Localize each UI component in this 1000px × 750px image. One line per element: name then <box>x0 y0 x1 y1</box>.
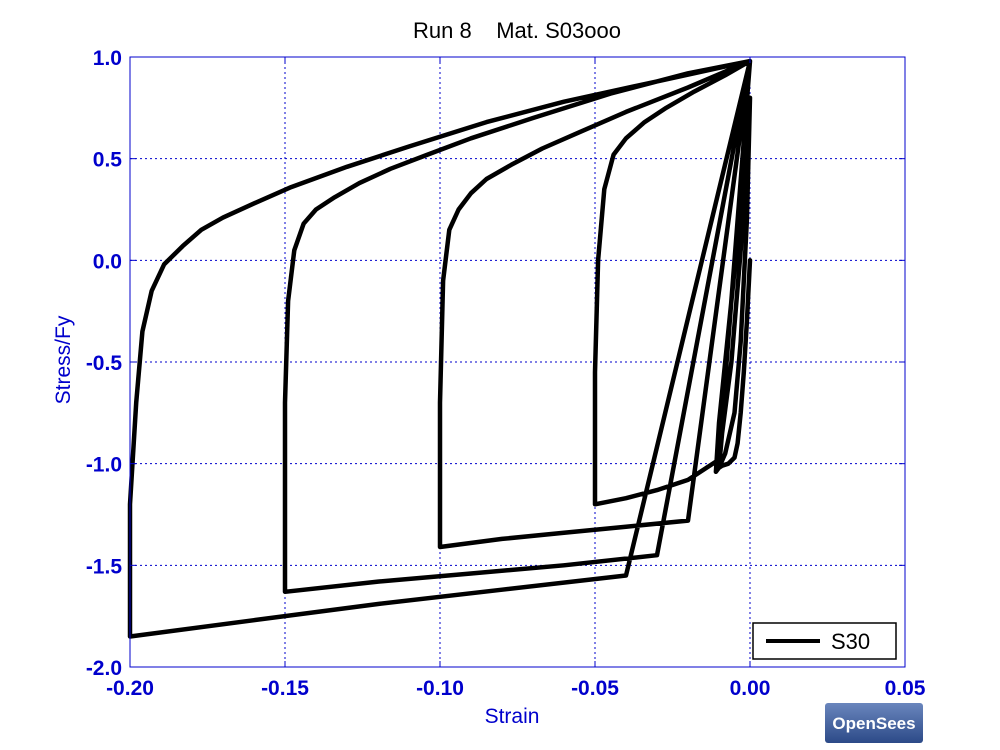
chart-title: Run 8 Mat. S03ooo <box>413 18 621 43</box>
y-tick-label: 1.0 <box>93 47 122 70</box>
x-tick-label: 0.05 <box>885 677 926 700</box>
opensees-logo: OpenSees <box>825 703 923 743</box>
x-tick-label: -0.15 <box>261 677 309 700</box>
x-tick-label: -0.10 <box>416 677 464 700</box>
series-line-s30 <box>127 58 753 639</box>
y-tick-label: -0.5 <box>86 352 123 375</box>
x-tick-label: -0.20 <box>106 677 154 700</box>
y-tick-label: -1.0 <box>86 454 122 477</box>
x-tick-label: -0.05 <box>571 677 619 700</box>
logo-text: OpenSees <box>832 714 915 733</box>
legend: S30 <box>752 622 897 660</box>
y-axis-label: Stress/Fy <box>52 315 75 404</box>
x-tick-label: 0.00 <box>730 677 771 700</box>
logo-badge <box>825 703 923 743</box>
y-tick-label: 0.0 <box>93 250 122 273</box>
x-axis-label: Strain <box>485 705 540 728</box>
y-tick-label: -2.0 <box>86 657 122 680</box>
axis-ticks <box>129 56 906 668</box>
y-tick-label: -1.5 <box>86 555 123 578</box>
series-layer <box>127 58 753 639</box>
y-tick-label: 0.5 <box>93 149 123 172</box>
legend-box <box>752 622 897 660</box>
legend-label-s30: S30 <box>831 629 870 654</box>
tick-labels: -0.20 -0.15 -0.10 -0.05 0.00 0.05 1.0 0.5 0.0 -0.… <box>86 47 926 700</box>
